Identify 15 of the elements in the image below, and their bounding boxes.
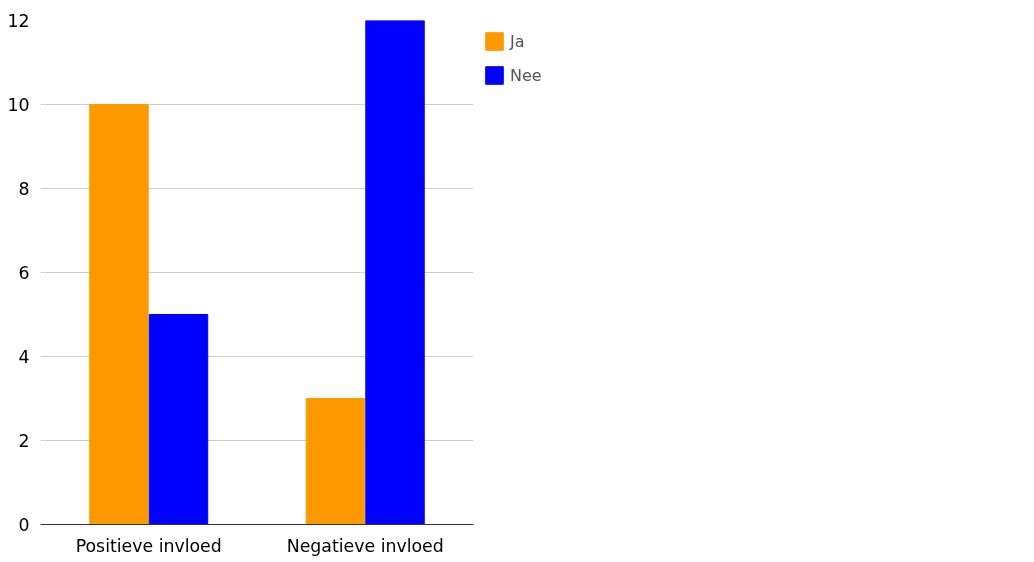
legend-label: Ja — [510, 31, 526, 51]
bar — [365, 20, 425, 525]
y-tick-label: 4 — [18, 347, 30, 367]
x-tick-label: Positieve invloed — [75, 535, 222, 556]
y-tick-label: 6 — [18, 263, 30, 283]
bar — [148, 314, 209, 525]
y-tick-label: 12 — [7, 11, 30, 31]
bar — [89, 104, 149, 525]
y-tick-label: 2 — [18, 431, 30, 451]
legend-label: Nee — [510, 65, 542, 85]
y-tick-label: 10 — [7, 95, 30, 115]
y-tick-label: 8 — [18, 179, 30, 199]
bar — [305, 398, 366, 525]
x-tick-label: Negatieve invloed — [286, 535, 444, 556]
y-tick-label: 0 — [18, 515, 30, 535]
